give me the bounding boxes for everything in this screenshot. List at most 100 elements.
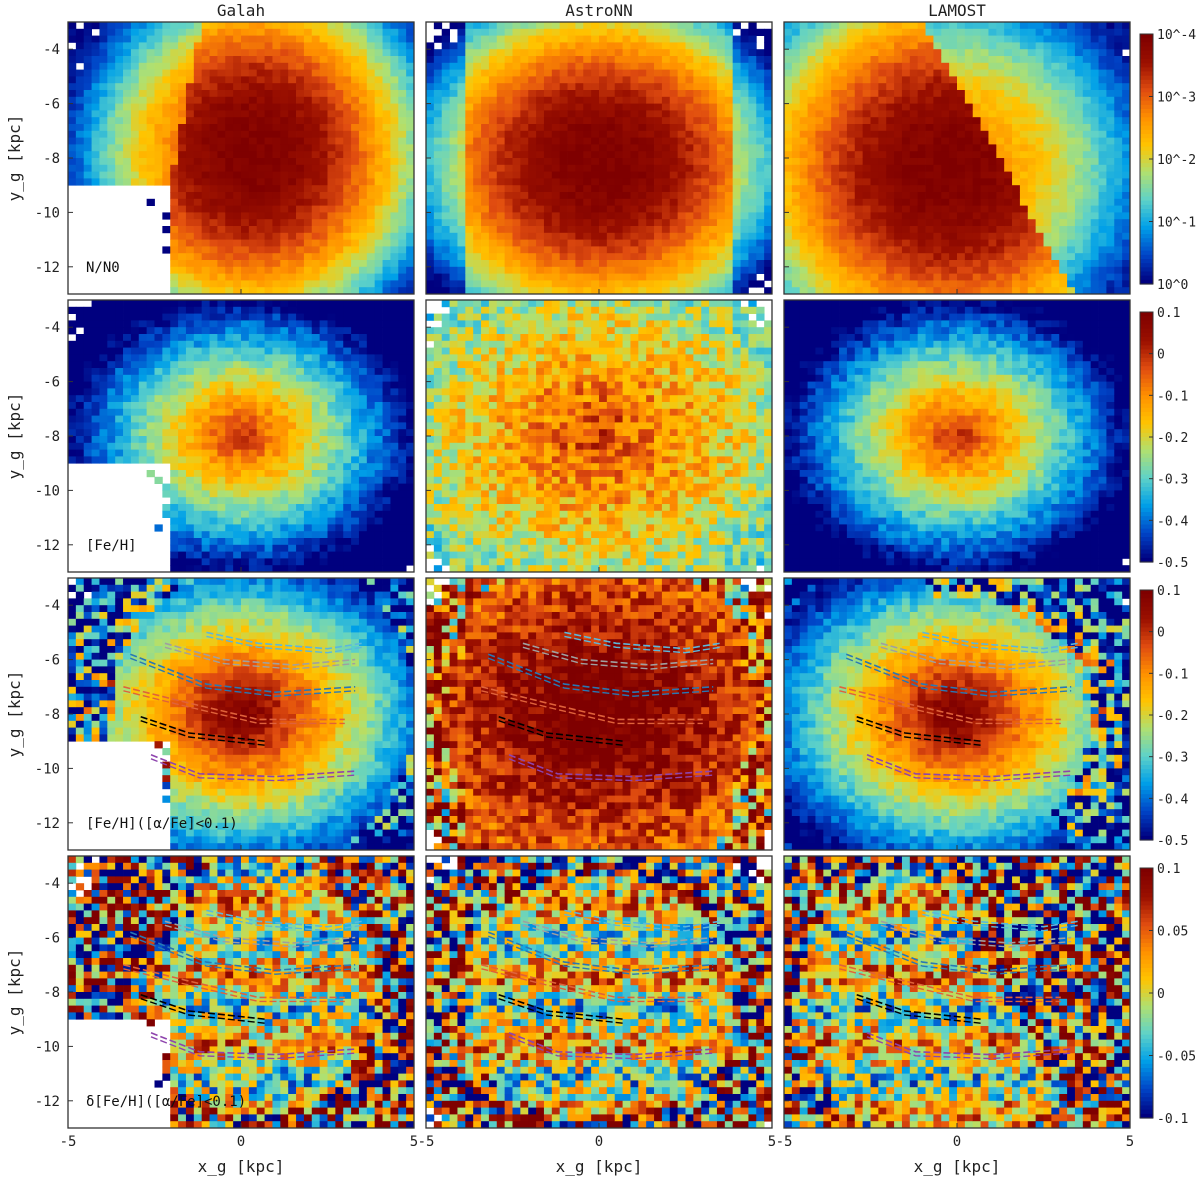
- heatmap-cell: [716, 130, 726, 138]
- heatmap-cell: [799, 239, 808, 247]
- heatmap-cell: [606, 28, 616, 36]
- heatmap-cell: [107, 151, 116, 159]
- heatmap-cell: [740, 144, 749, 152]
- heatmap-cell: [248, 287, 258, 295]
- heatmap-cell: [1059, 117, 1068, 125]
- heatmap-cell: [669, 117, 679, 125]
- heatmap-cell: [473, 117, 482, 125]
- heatmap-cell: [358, 192, 368, 200]
- heatmap-cell: [496, 226, 506, 234]
- heatmap-cell: [823, 171, 832, 179]
- heatmap-cell: [693, 287, 702, 295]
- heatmap-cell: [599, 219, 608, 227]
- heatmap-cell: [949, 76, 958, 84]
- heatmap-cell: [917, 130, 926, 138]
- heatmap-cell: [799, 287, 808, 295]
- heatmap-cell: [567, 151, 576, 159]
- heatmap-cell: [193, 198, 203, 206]
- heatmap-cell: [784, 35, 793, 43]
- heatmap-cell: [622, 212, 631, 220]
- heatmap-cell: [449, 287, 458, 295]
- heatmap-cell: [327, 28, 336, 36]
- heatmap-cell: [433, 239, 443, 247]
- heatmap-cell: [264, 62, 273, 70]
- heatmap-cell: [488, 90, 498, 98]
- heatmap-cell: [551, 90, 561, 98]
- heatmap-cell: [1074, 62, 1084, 70]
- heatmap-cell: [591, 90, 600, 98]
- heatmap-cell: [551, 253, 561, 261]
- heatmap-cell: [1059, 124, 1068, 132]
- heatmap-cell: [75, 96, 85, 104]
- heatmap-cell: [248, 117, 258, 125]
- heatmap-cell: [606, 246, 616, 254]
- heatmap-cell: [949, 69, 958, 77]
- heatmap-cell: [1082, 151, 1092, 159]
- heatmap-cell: [193, 266, 203, 274]
- heatmap-cell: [433, 205, 443, 213]
- heatmap-cell: [280, 246, 289, 254]
- heatmap-cell: [901, 124, 911, 132]
- heatmap-cell: [303, 239, 313, 247]
- heatmap-cell: [815, 192, 824, 200]
- heatmap-cell: [614, 246, 623, 254]
- heatmap-cell: [272, 151, 281, 159]
- heatmap-cell: [201, 226, 210, 234]
- heatmap-cell: [591, 110, 600, 118]
- heatmap-cell: [815, 62, 824, 70]
- heatmap-cell: [925, 56, 934, 64]
- heatmap-cell: [791, 28, 801, 36]
- heatmap-cell: [398, 117, 407, 125]
- heatmap-cell: [390, 49, 399, 57]
- heatmap-cell: [1051, 62, 1060, 70]
- heatmap-cell: [374, 164, 383, 172]
- heatmap-cell: [449, 137, 458, 145]
- heatmap-cell: [567, 158, 576, 166]
- heatmap-cell: [646, 226, 655, 234]
- heatmap-cell: [319, 117, 328, 125]
- heatmap-cell: [154, 171, 163, 179]
- heatmap-cell: [972, 96, 981, 104]
- heatmap-cell: [123, 35, 132, 43]
- heatmap-cell: [846, 287, 856, 295]
- heatmap-cell: [575, 266, 584, 274]
- heatmap-cell: [886, 110, 895, 118]
- heatmap-cell: [288, 192, 297, 200]
- heatmap-cell: [1027, 260, 1037, 268]
- heatmap-cell: [839, 198, 848, 206]
- heatmap-cell: [288, 103, 297, 111]
- heatmap-cell: [201, 192, 210, 200]
- heatmap-cell: [1082, 219, 1092, 227]
- heatmap-cell: [716, 144, 726, 152]
- heatmap-cell: [854, 130, 864, 138]
- heatmap-cell: [398, 83, 407, 91]
- heatmap-cell: [894, 22, 903, 30]
- heatmap-cell: [335, 164, 344, 172]
- heatmap-cell: [512, 22, 521, 30]
- heatmap-cell: [606, 219, 616, 227]
- heatmap-cell: [654, 226, 663, 234]
- heatmap-cell: [964, 137, 974, 145]
- heatmap-cell: [264, 28, 273, 36]
- heatmap-cell: [756, 226, 765, 234]
- heatmap-cell: [457, 28, 466, 36]
- heatmap-cell: [382, 185, 391, 193]
- heatmap-cell: [901, 266, 911, 274]
- heatmap-cell: [1090, 103, 1099, 111]
- heatmap-cell: [374, 130, 383, 138]
- heatmap-cell: [740, 76, 749, 84]
- heatmap-cell: [512, 103, 521, 111]
- heatmap-cell: [366, 212, 376, 220]
- heatmap-cell: [319, 56, 328, 64]
- heatmap-cell: [1106, 185, 1115, 193]
- heatmap-cell: [1027, 130, 1037, 138]
- heatmap-cell: [426, 158, 435, 166]
- heatmap-cell: [669, 103, 679, 111]
- heatmap-cell: [996, 273, 1005, 281]
- heatmap-cell: [248, 232, 258, 240]
- heatmap-cell: [846, 76, 856, 84]
- heatmap-cell: [441, 83, 450, 91]
- heatmap-cell: [716, 185, 726, 193]
- heatmap-cell: [209, 130, 218, 138]
- heatmap-cell: [1067, 110, 1076, 118]
